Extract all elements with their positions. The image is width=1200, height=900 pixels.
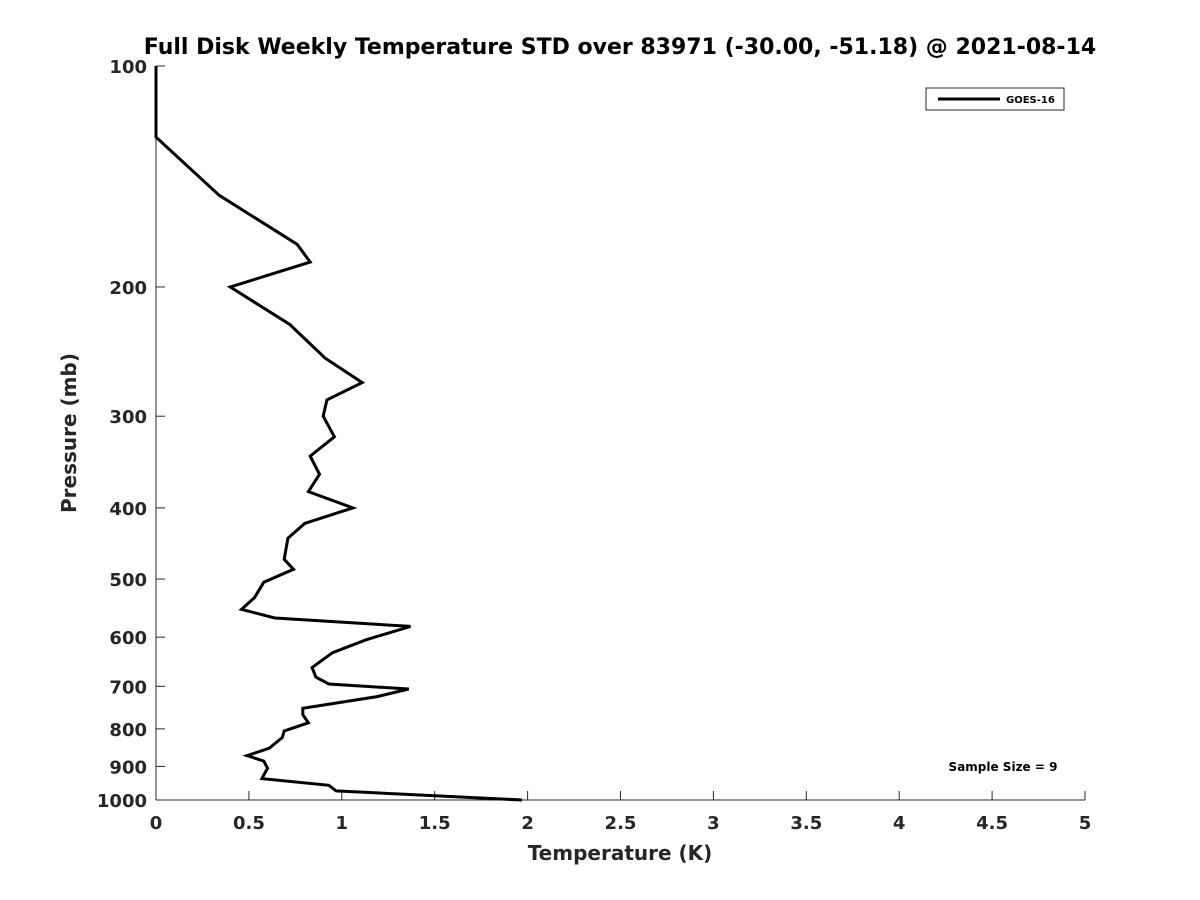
x-tick-label: 3 — [707, 813, 720, 834]
y-tick-label: 400 — [109, 499, 147, 520]
x-tick-label: 5 — [1079, 813, 1092, 834]
x-tick-label: 4.5 — [976, 813, 1008, 834]
x-axis-label: Temperature (K) — [528, 841, 713, 865]
y-tick-label: 900 — [109, 757, 147, 778]
x-tick-label: 1.5 — [419, 813, 451, 834]
y-tick-label: 300 — [109, 407, 147, 428]
x-tick-label: 1 — [336, 813, 349, 834]
x-tick-label: 3.5 — [790, 813, 822, 834]
y-tick-label: 200 — [109, 278, 147, 299]
x-tick-label: 0.5 — [233, 813, 265, 834]
x-axis-ticks: 0 0.5 1 1.5 2 2.5 3 3.5 4 4.5 5 — [150, 791, 1092, 834]
y-tick-label: 600 — [109, 628, 147, 649]
x-tick-label: 2.5 — [605, 813, 637, 834]
y-tick-label: 700 — [109, 677, 147, 698]
y-axis-ticks: 100 200 300 400 500 600 700 800 900 1000 — [97, 57, 165, 812]
x-tick-label: 2 — [521, 813, 534, 834]
y-axis-label: Pressure (mb) — [57, 353, 81, 513]
y-tick-label: 1000 — [97, 791, 147, 812]
series-layer — [154, 66, 523, 802]
y-tick-label: 800 — [109, 720, 147, 741]
legend: GOES-16 — [925, 87, 1065, 111]
y-tick-label: 100 — [109, 57, 147, 78]
chart-title: Full Disk Weekly Temperature STD over 83… — [144, 35, 1096, 60]
x-tick-label: 0 — [150, 813, 163, 834]
series-line-goes-16 — [154, 66, 523, 802]
x-tick-label: 4 — [893, 813, 906, 834]
axes — [155, 66, 1085, 801]
sample-size-annotation: Sample Size = 9 — [949, 760, 1058, 774]
legend-label: GOES-16 — [1006, 95, 1055, 106]
y-tick-label: 500 — [109, 570, 147, 591]
